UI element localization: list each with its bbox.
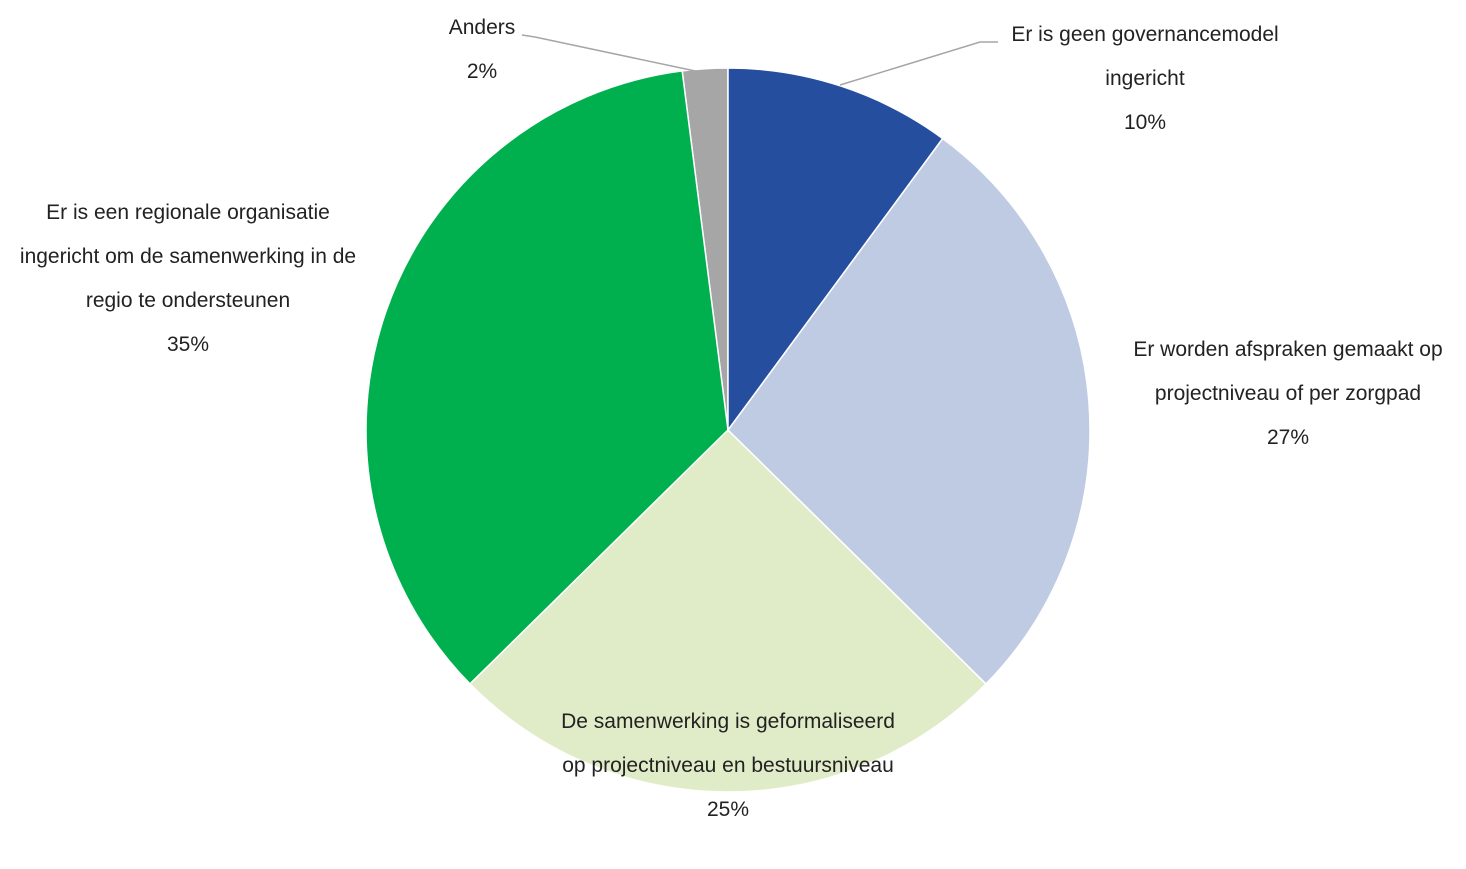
category-label: Er is een regionale organisatie ingerich… [19, 201, 357, 312]
pie-slice [468, 428, 988, 793]
pie-slice [365, 70, 729, 685]
slice-label: Er is geen governancemodel ingericht 10% [995, 13, 1295, 145]
leader-line [521, 34, 701, 73]
pie-slice [727, 67, 944, 433]
value-label: 35% [166, 333, 210, 356]
slice-label: Er worden afspraken gemaakt op projectni… [1116, 328, 1461, 460]
category-label: Er is geen governancemodel ingericht [1011, 23, 1279, 90]
slice-label: Anders 2% [422, 6, 542, 94]
category-label: Er worden afspraken gemaakt op projectni… [1133, 338, 1443, 405]
pie-slice [727, 137, 1091, 685]
slice-label: Er is een regionale organisatie ingerich… [13, 191, 363, 367]
value-label: 10% [1123, 111, 1167, 134]
value-label: 25% [706, 798, 750, 821]
leader-line [839, 41, 998, 86]
slice-label: De samenwerking is geformaliseerd op pro… [556, 700, 901, 832]
category-label: Anders [448, 16, 516, 39]
value-label: 27% [1266, 426, 1310, 449]
category-label: De samenwerking is geformaliseerd op pro… [561, 710, 895, 777]
value-label: 2% [466, 60, 498, 83]
